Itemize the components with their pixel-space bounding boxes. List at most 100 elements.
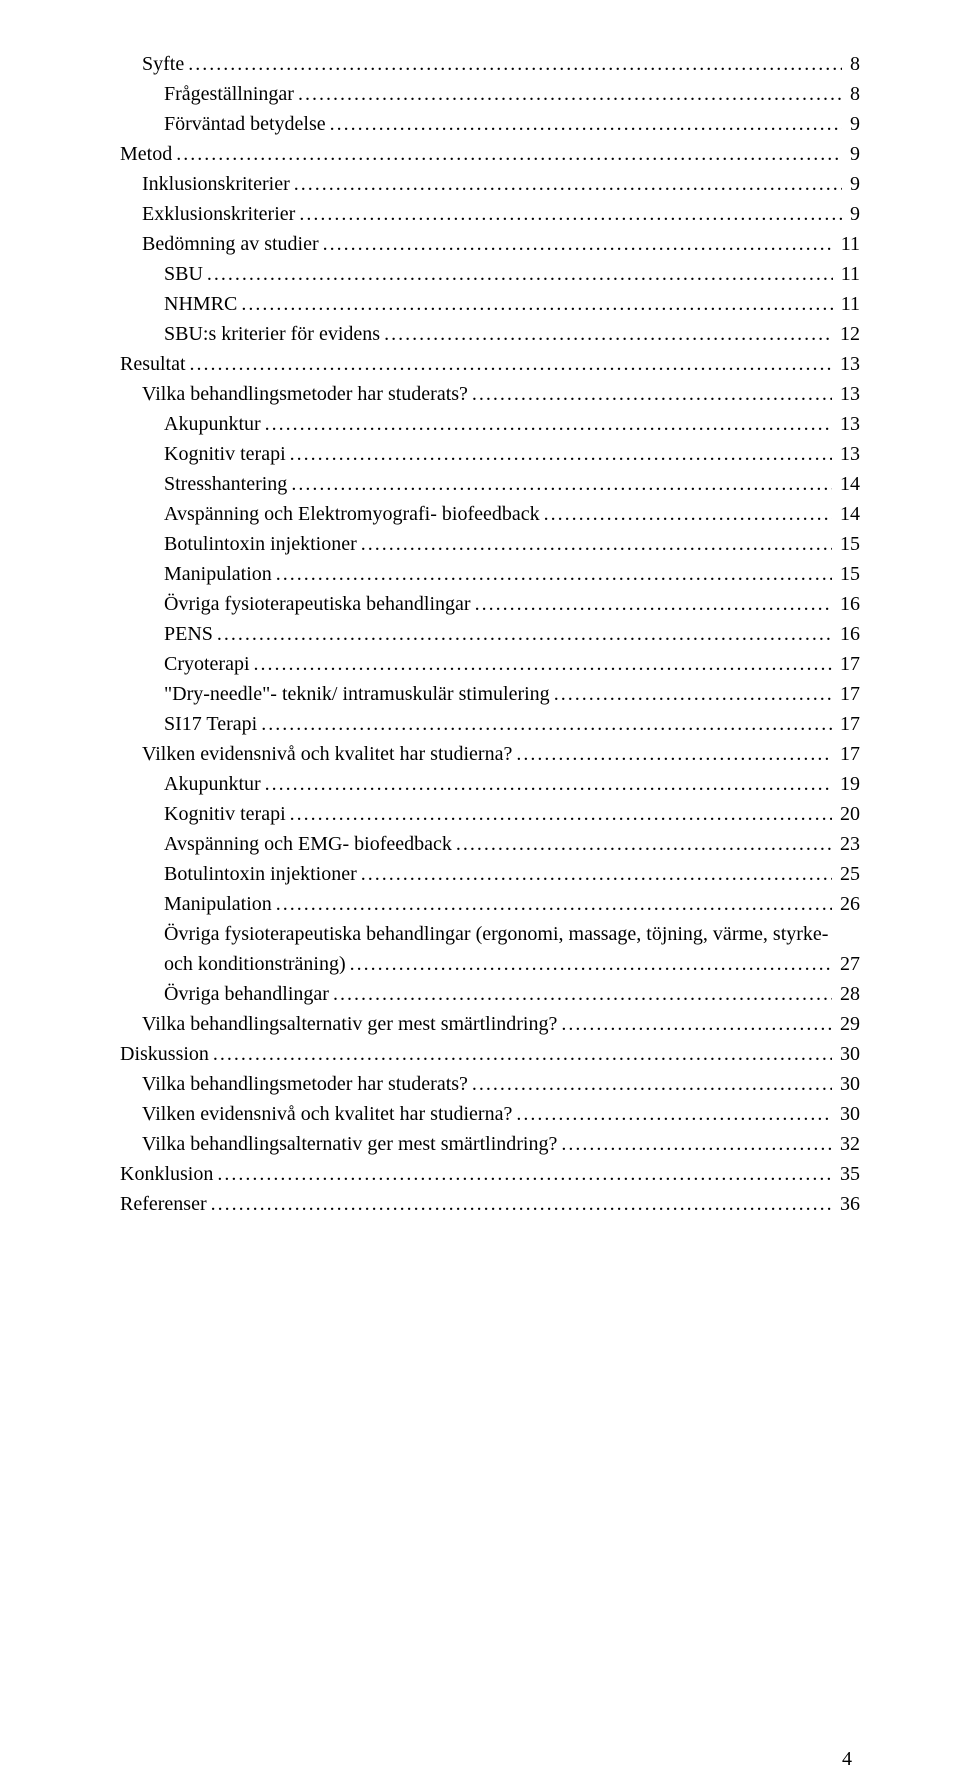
toc-entry-page: 13 [836,410,860,438]
toc-entry-label: Vilka behandlingsalternativ ger mest smä… [142,1130,557,1158]
toc-entry-label: Vilka behandlingsmetoder har studerats? [142,380,468,408]
toc-entry-label: Botulintoxin injektioner [164,860,357,888]
toc-entry: Vilka behandlingsalternativ ger mest smä… [120,1010,860,1038]
toc-leader [211,1190,832,1218]
toc-leader [516,740,832,768]
toc-entry-page: 23 [836,830,860,858]
toc-entry: Botulintoxin injektioner 25 [120,860,860,888]
toc-entry-label: Manipulation [164,890,272,918]
toc-leader [276,560,832,588]
toc-entry: Vilka behandlingsmetoder har studerats? 1… [120,380,860,408]
toc-entry: Manipulation26 [120,890,860,918]
table-of-contents: Syfte8Frågeställningar8Förväntad betydel… [120,50,860,1218]
toc-leader [350,950,832,978]
toc-entry: Resultat13 [120,350,860,378]
toc-leader [290,440,832,468]
toc-entry-label: Avspänning och Elektromyografi- biofeedb… [164,500,540,528]
toc-entry-label: Metod [120,140,172,168]
toc-entry-page: 13 [836,380,860,408]
toc-leader [294,170,842,198]
toc-entry: Stresshantering 14 [120,470,860,498]
toc-entry-label: Vilka behandlingsalternativ ger mest smä… [142,1010,557,1038]
toc-entry-page: 11 [837,260,860,288]
toc-leader [265,770,832,798]
toc-leader [217,1160,832,1188]
toc-entry-page: 25 [836,860,860,888]
toc-entry-page: 30 [836,1100,860,1128]
toc-leader [261,710,832,738]
toc-leader [472,1070,832,1098]
toc-leader [176,140,842,168]
toc-entry: Referenser 36 [120,1190,860,1218]
toc-entry-page: 36 [836,1190,860,1218]
toc-entry-label: Manipulation [164,560,272,588]
toc-entry-page: 16 [836,590,860,618]
toc-leader [333,980,832,1008]
toc-entry-label: Konklusion [120,1160,213,1188]
toc-entry-label: Akupunktur [164,410,261,438]
toc-entry: Vilken evidensnivå och kvalitet har stud… [120,1100,860,1128]
toc-entry-label: Övriga fysioterapeutiska behandlingar (e… [164,920,828,948]
toc-entry: Vilka behandlingsmetoder har studerats?3… [120,1070,860,1098]
toc-entry-label: Vilken evidensnivå och kvalitet har stud… [142,1100,512,1128]
toc-leader [217,620,832,648]
toc-entry-label: Referenser [120,1190,207,1218]
toc-leader [188,50,842,78]
toc-entry: Avspänning och Elektromyografi- biofeedb… [120,500,860,528]
toc-entry-page: 27 [836,950,860,978]
page-number: 4 [120,1748,860,1771]
toc-entry: Kognitiv terapi20 [120,800,860,828]
toc-entry: NHMRC11 [120,290,860,318]
toc-entry: Diskussion30 [120,1040,860,1068]
toc-entry-page: 17 [836,710,860,738]
toc-entry: SI17 Terapi17 [120,710,860,738]
toc-leader [456,830,832,858]
toc-entry: Inklusionskriterier9 [120,170,860,198]
toc-leader [475,590,832,618]
toc-entry: Metod9 [120,140,860,168]
toc-entry-page: 13 [836,350,860,378]
toc-entry-page: 14 [836,470,860,498]
toc-leader [561,1130,832,1158]
toc-leader [213,1040,832,1068]
toc-entry: Bedömning av studier11 [120,230,860,258]
toc-leader [190,350,832,378]
toc-entry: Vilka behandlingsalternativ ger mest smä… [120,1130,860,1158]
toc-entry: Kognitiv terapi13 [120,440,860,468]
toc-leader [298,80,842,108]
toc-entry-label: Avspänning och EMG- biofeedback [164,830,452,858]
toc-entry-label: Syfte [142,50,184,78]
toc-entry: Botulintoxin injektioner15 [120,530,860,558]
toc-entry: PENS16 [120,620,860,648]
toc-entry-page: 14 [836,500,860,528]
toc-entry-page: 15 [836,560,860,588]
toc-leader [265,410,832,438]
toc-leader [361,860,832,888]
toc-entry-label: Stresshantering [164,470,287,498]
toc-entry: Exklusionskriterier9 [120,200,860,228]
toc-entry-page: 30 [836,1070,860,1098]
toc-entry: Förväntad betydelse9 [120,110,860,138]
toc-leader [561,1010,832,1038]
toc-entry-page: 17 [836,680,860,708]
toc-entry: Konklusion35 [120,1160,860,1188]
toc-entry-page: 20 [836,800,860,828]
toc-entry: SBU:s kriterier för evidens12 [120,320,860,348]
toc-entry-label: SBU [164,260,203,288]
toc-entry-page: 11 [837,230,860,258]
toc-leader [361,530,832,558]
toc-entry: Cryoterapi17 [120,650,860,678]
toc-entry: och konditionsträning)27 [120,950,860,978]
toc-entry-label: "Dry-needle"- teknik/ intramuskulär stim… [164,680,550,708]
toc-entry-label: Inklusionskriterier [142,170,290,198]
toc-entry: Övriga fysioterapeutiska behandlingar (e… [120,920,860,948]
toc-entry: Akupunktur19 [120,770,860,798]
toc-entry-page: 17 [836,740,860,768]
toc-leader [290,800,832,828]
toc-entry-label: Övriga fysioterapeutiska behandlingar [164,590,471,618]
toc-entry-label: Cryoterapi [164,650,250,678]
toc-entry-page: 8 [846,80,860,108]
toc-leader [241,290,832,318]
toc-entry: Vilken evidensnivå och kvalitet har stud… [120,740,860,768]
toc-entry-page: 8 [846,50,860,78]
